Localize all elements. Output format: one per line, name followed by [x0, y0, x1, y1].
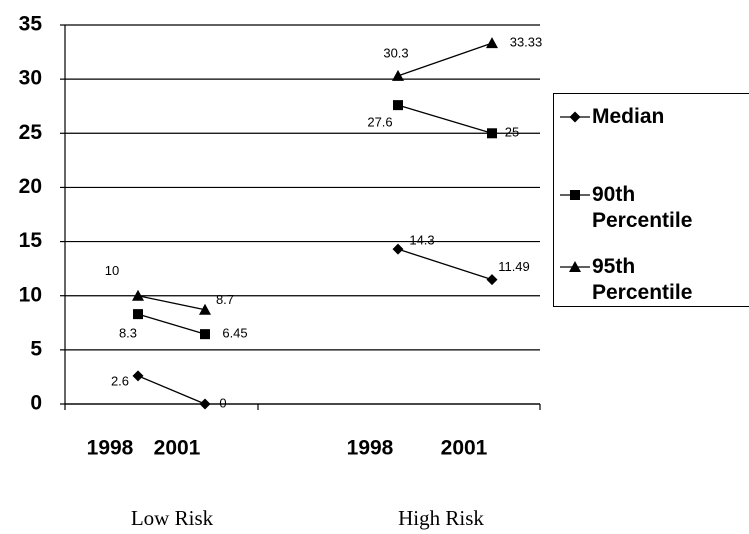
marker — [393, 100, 403, 111]
data-label: 33.33 — [510, 35, 543, 50]
marker — [570, 190, 580, 200]
marker — [133, 309, 143, 320]
data-label: 8.3 — [119, 326, 137, 341]
data-label: 10 — [105, 263, 119, 278]
x-tick-label: 2001 — [154, 437, 201, 460]
y-tick-label: 10 — [19, 283, 42, 306]
y-tick-label: 20 — [19, 175, 42, 198]
legend-entry: 90th Percentile — [558, 182, 722, 234]
marker — [392, 69, 404, 81]
marker — [487, 128, 497, 139]
legend-label: 90th Percentile — [592, 183, 693, 232]
legend-icon — [560, 111, 590, 123]
y-tick-label: 5 — [30, 337, 42, 360]
marker — [569, 261, 581, 272]
legend: Median 90th Percentile 95th Percentile — [553, 93, 749, 307]
legend-icon — [560, 261, 590, 272]
data-label: 6.45 — [222, 326, 247, 341]
marker — [486, 37, 498, 49]
data-label: 30.3 — [383, 45, 408, 60]
marker — [199, 303, 211, 315]
marker — [200, 329, 210, 340]
line — [397, 104, 493, 134]
legend-label: Median — [592, 105, 665, 128]
legend-entry: Median — [558, 104, 722, 130]
x-tick-label: 2001 — [441, 437, 488, 460]
legend-icon — [560, 190, 590, 200]
marker — [569, 111, 581, 123]
y-tick-label: 35 — [19, 13, 43, 36]
data-label: 2.6 — [111, 373, 129, 388]
x-tick-label: 1998 — [347, 437, 394, 460]
marker — [486, 274, 498, 286]
data-label: 0 — [219, 395, 226, 410]
data-label: 14.3 — [409, 233, 434, 248]
y-tick-label: 30 — [19, 67, 42, 90]
y-tick-label: 15 — [19, 229, 43, 252]
group-label: High Risk — [398, 506, 484, 530]
line — [137, 313, 206, 335]
marker — [392, 243, 404, 255]
y-tick-label: 0 — [30, 392, 42, 415]
legend-label: 95th Percentile — [592, 255, 693, 304]
data-label: 27.6 — [367, 115, 392, 130]
marker — [132, 289, 144, 301]
data-label: 25 — [505, 125, 519, 140]
legend-entry: 95th Percentile — [558, 254, 722, 306]
line — [397, 248, 493, 281]
group-label: Low Risk — [131, 506, 214, 530]
line — [397, 42, 493, 77]
line — [137, 375, 206, 405]
marker — [132, 370, 144, 382]
line — [137, 295, 206, 311]
x-tick-label: 1998 — [87, 437, 134, 460]
data-label: 11.49 — [498, 259, 530, 274]
data-label: 8.7 — [216, 292, 234, 307]
y-tick-label: 25 — [19, 121, 43, 144]
